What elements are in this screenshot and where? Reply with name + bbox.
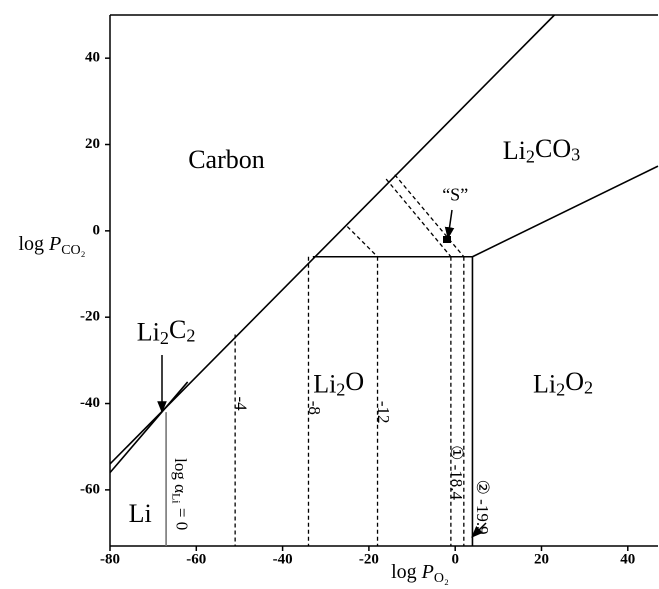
region-label: -12 bbox=[374, 401, 393, 424]
y-axis-label-part: log bbox=[18, 233, 49, 255]
region-label-part: -8 bbox=[305, 401, 324, 415]
y-axis-label-part: CO₂ bbox=[61, 243, 85, 258]
region-label: Li2CO3 bbox=[503, 134, 580, 167]
region-label: ② -19.9 bbox=[473, 480, 492, 535]
x-axis-label-part: P bbox=[421, 561, 434, 583]
region-label-part: Li bbox=[503, 136, 526, 165]
y-tick-label: 0 bbox=[93, 222, 101, 238]
region-label: Carbon bbox=[188, 145, 265, 174]
x-axis-label-part: O₂ bbox=[434, 571, 449, 586]
region-label-part: ① -18.4 bbox=[447, 445, 466, 500]
arrow bbox=[444, 209, 455, 240]
x-tick-label: 0 bbox=[451, 551, 459, 567]
arrows bbox=[157, 209, 487, 538]
region-label-part: CO bbox=[535, 134, 571, 163]
y-tick-label: 40 bbox=[85, 50, 100, 66]
y-tick-label: 20 bbox=[85, 136, 100, 152]
x-tick-label: -20 bbox=[359, 551, 379, 567]
region-label: log αLi = 0 bbox=[170, 458, 192, 530]
y-axis-label: log PCO₂ bbox=[18, 233, 85, 258]
region-label-part: O bbox=[345, 367, 364, 396]
x-tick-label: 40 bbox=[620, 551, 635, 567]
region-label: ① -18.4 bbox=[447, 445, 466, 500]
region-label-part: Li bbox=[533, 369, 556, 398]
region-label-part: log α bbox=[171, 458, 190, 493]
region-label-part: 2 bbox=[556, 380, 565, 400]
region-label: Li2O bbox=[313, 367, 364, 400]
region-label: -8 bbox=[305, 401, 324, 415]
boundary-line bbox=[385, 178, 452, 258]
region-label: Li2O2 bbox=[533, 367, 593, 400]
region-label-part: Li bbox=[137, 317, 160, 346]
region-label-part: -4 bbox=[232, 396, 251, 411]
region-label: Li2C2 bbox=[137, 315, 196, 348]
region-label-part: = 0 bbox=[173, 504, 192, 531]
boundary-line bbox=[109, 381, 189, 474]
region-label-part: -12 bbox=[374, 401, 393, 424]
arrow bbox=[471, 522, 487, 538]
region-label-part: Li bbox=[313, 369, 336, 398]
region-label: -4 bbox=[232, 396, 251, 411]
boundary-line bbox=[394, 174, 465, 258]
x-axis-label-part: log bbox=[391, 561, 422, 583]
region-label-part: Carbon bbox=[188, 145, 265, 174]
region-label-part: Li bbox=[170, 493, 184, 504]
region-label-part: ② -19.9 bbox=[473, 480, 492, 535]
region-label-part: O bbox=[565, 367, 584, 396]
region-label-part: 3 bbox=[571, 144, 580, 164]
boundary-line bbox=[109, 14, 556, 465]
y-tick-label: -20 bbox=[80, 309, 100, 325]
boundary-line bbox=[472, 165, 659, 258]
y-tick-label: -60 bbox=[80, 481, 100, 497]
x-tick-label: -80 bbox=[100, 551, 120, 567]
region-label-part: 2 bbox=[160, 328, 169, 348]
region-label: “S” bbox=[442, 184, 468, 204]
region-label-part: 2 bbox=[186, 326, 195, 346]
region-label-part: 2 bbox=[584, 378, 593, 398]
region-label-part: C bbox=[169, 315, 186, 344]
x-tick-label: 20 bbox=[534, 551, 549, 567]
region-label: Li bbox=[129, 499, 152, 528]
x-tick-label: -40 bbox=[273, 551, 293, 567]
x-tick-label: -60 bbox=[186, 551, 206, 567]
region-label-part: “S” bbox=[442, 184, 468, 204]
point-marker bbox=[443, 236, 451, 243]
boundary-line bbox=[346, 226, 378, 258]
region-label-part: 2 bbox=[526, 147, 535, 167]
y-tick-label: -40 bbox=[80, 395, 100, 411]
region-label-part: Li bbox=[129, 499, 152, 528]
x-axis-label: log PO₂ bbox=[391, 561, 449, 586]
region-label-part: 2 bbox=[336, 380, 345, 400]
y-axis-label-part: P bbox=[48, 233, 61, 255]
